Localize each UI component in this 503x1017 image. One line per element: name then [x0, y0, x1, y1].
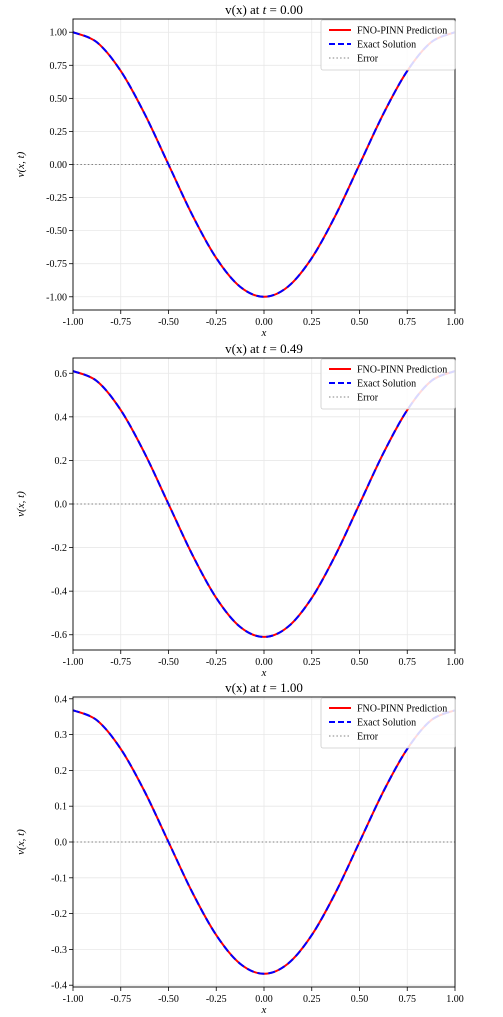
- legend-label-2: Exact Solution: [357, 40, 416, 51]
- y-tick-label: 0.2: [55, 766, 68, 777]
- legend-label-2: Exact Solution: [357, 718, 416, 729]
- title-part-equals: =: [266, 341, 280, 356]
- plot-frame: [72, 357, 456, 651]
- title-part-t-value: 0.49: [280, 341, 303, 356]
- series-line-2: [72, 709, 456, 975]
- x-tick-label: -0.25: [206, 994, 227, 1005]
- x-tick-label: 0.00: [255, 657, 273, 668]
- y-tick-label: 0.0: [55, 838, 68, 849]
- x-tick-label: -1.00: [63, 657, 84, 668]
- x-tick-label: 0.50: [351, 317, 369, 328]
- series-line-1: [72, 370, 456, 638]
- y-tick-label: 0.4: [55, 694, 68, 705]
- y-tick-label: 0.4: [55, 412, 68, 423]
- title-part-main: v(x) at: [225, 2, 263, 17]
- title-part-equals: =: [266, 2, 280, 17]
- legend-label-1: FNO-PINN Prediction: [357, 704, 447, 715]
- x-tick-label: -0.50: [158, 317, 179, 328]
- chart-panel-2: -1.00 -0.75 -0.50 -0.25 0.00 0.25 0.50 0.75 1.00…: [15, 341, 464, 679]
- legend-label-1: FNO-PINN Prediction: [357, 365, 447, 376]
- legend-label-2: Exact Solution: [357, 379, 416, 390]
- y-axis-label: v(x, t): [15, 151, 27, 177]
- x-tick-label: 0.25: [303, 657, 321, 668]
- title-part-t-value: 0.00: [280, 2, 303, 17]
- y-tick-label: -0.6: [51, 630, 67, 641]
- x-axis-label: x: [261, 1004, 267, 1016]
- x-tick-label: 0.00: [255, 994, 273, 1005]
- legend-label-1: FNO-PINN Prediction: [357, 26, 447, 37]
- x-tick-label: 0.50: [351, 657, 369, 668]
- x-tick-label: 0.50: [351, 994, 369, 1005]
- chart-title: v(x) at t = 1.00: [225, 680, 303, 695]
- y-tick-label: 0.25: [50, 127, 68, 138]
- legend-box: [320, 19, 456, 71]
- x-tick-label: 0.75: [399, 317, 417, 328]
- series-line-2: [72, 31, 456, 298]
- y-tick-label: -0.50: [46, 226, 67, 237]
- title-part-main: v(x) at: [225, 341, 263, 356]
- y-tick-label: -0.1: [51, 873, 67, 884]
- y-tick-label: 0.3: [55, 730, 68, 741]
- legend-label-3: Error: [357, 393, 379, 404]
- legend-label-3: Error: [357, 732, 379, 743]
- x-tick-label: 1.00: [446, 994, 464, 1005]
- title-part-t-value: 1.00: [280, 680, 303, 695]
- x-tick-label: 1.00: [446, 657, 464, 668]
- x-tick-label: -0.50: [158, 994, 179, 1005]
- x-tick-label: -0.50: [158, 657, 179, 668]
- y-tick-label: 0.50: [50, 94, 68, 105]
- y-tick-label: 1.00: [50, 28, 68, 39]
- y-tick-label: 0.75: [50, 61, 68, 72]
- y-tick-label: 0.00: [50, 160, 68, 171]
- y-axis-label: v(x, t): [15, 829, 27, 855]
- x-axis-label: x: [261, 327, 267, 339]
- y-tick-label: -0.25: [46, 193, 67, 204]
- y-tick-label: 0.6: [55, 369, 68, 380]
- y-tick-label: 0.2: [55, 456, 68, 467]
- y-axis-label: v(x, t): [15, 491, 27, 517]
- x-tick-label: -0.25: [206, 657, 227, 668]
- title-part-main: v(x) at: [225, 680, 263, 695]
- y-tick-label: 0.0: [55, 500, 68, 511]
- title-part-equals: =: [266, 680, 280, 695]
- legend-box: [320, 358, 456, 410]
- x-tick-label: 1.00: [446, 317, 464, 328]
- x-tick-label: 0.25: [303, 317, 321, 328]
- y-tick-label: -0.4: [51, 981, 67, 992]
- x-tick-label: 0.00: [255, 317, 273, 328]
- y-tick-label: -0.2: [51, 543, 67, 554]
- x-tick-label: 0.75: [399, 657, 417, 668]
- x-tick-label: -0.75: [110, 317, 131, 328]
- y-tick-label: -0.2: [51, 909, 67, 920]
- y-tick-label: -0.3: [51, 945, 67, 956]
- title-part-t-symbol: t: [263, 680, 267, 695]
- plot-frame: [72, 18, 456, 311]
- y-tick-label: -0.4: [51, 587, 67, 598]
- legend-label-3: Error: [357, 54, 379, 65]
- chart-title: v(x) at t = 0.00: [225, 2, 303, 17]
- x-tick-label: -1.00: [63, 317, 84, 328]
- y-tick-label: -0.75: [46, 259, 67, 270]
- y-tick-label: -1.00: [46, 292, 67, 303]
- title-part-t-symbol: t: [263, 341, 267, 356]
- x-axis-label: x: [261, 667, 267, 679]
- plot-frame: [72, 696, 456, 988]
- legend-box: [320, 697, 456, 749]
- x-tick-label: 0.75: [399, 994, 417, 1005]
- y-tick-label: 0.1: [55, 802, 68, 813]
- chart-panel-3: -1.00 -0.75 -0.50 -0.25 0.00 0.25 0.50 0.75 1.00…: [15, 680, 464, 1016]
- x-tick-label: -1.00: [63, 994, 84, 1005]
- chart-panel-1: -1.00 -0.75 -0.50 -0.25 0.00 0.25 0.50 0.75 1.00…: [15, 2, 464, 339]
- x-tick-label: -0.75: [110, 994, 131, 1005]
- x-tick-label: -0.75: [110, 657, 131, 668]
- x-tick-label: -0.25: [206, 317, 227, 328]
- chart-title: v(x) at t = 0.49: [225, 341, 303, 356]
- title-part-t-symbol: t: [263, 2, 267, 17]
- x-tick-label: 0.25: [303, 994, 321, 1005]
